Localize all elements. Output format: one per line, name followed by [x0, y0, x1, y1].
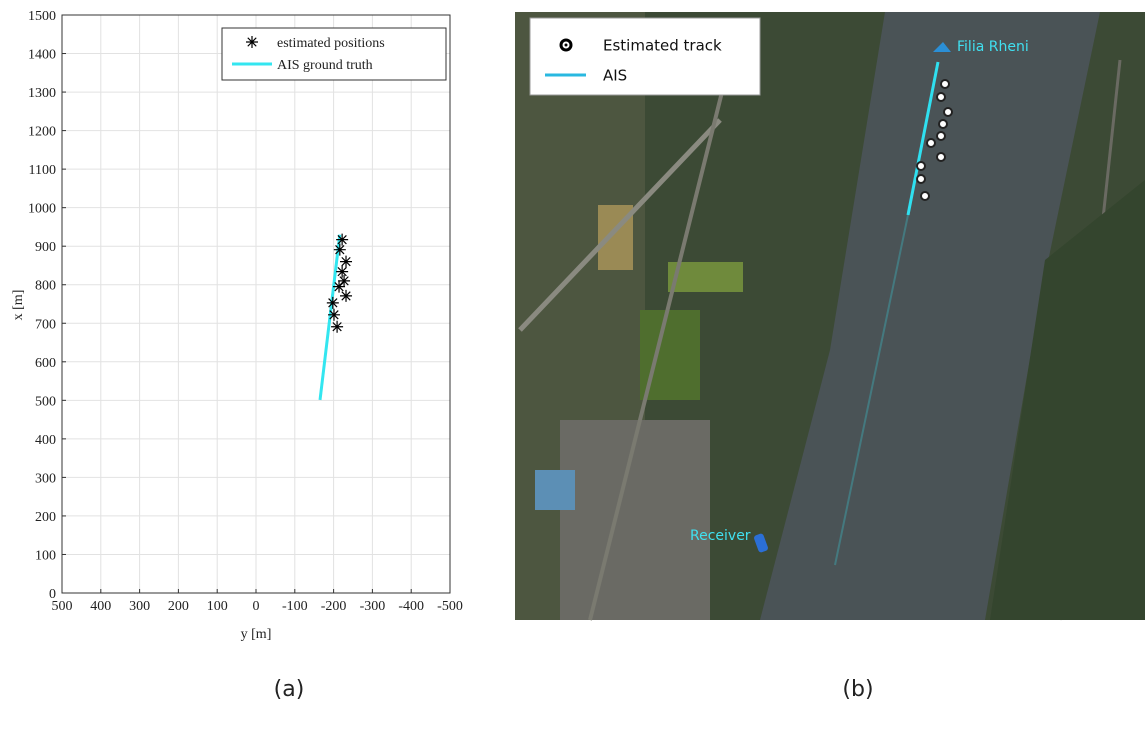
y-tick-label: 500: [35, 394, 56, 409]
x-tick-label: -300: [360, 599, 386, 614]
y-tick-label: 100: [35, 548, 56, 563]
map-bank: [990, 180, 1145, 620]
x-tick-label: 400: [90, 599, 111, 614]
line: [318, 234, 342, 401]
map-field: [668, 262, 743, 292]
caption: (b): [842, 677, 873, 702]
y-tick-label: 700: [35, 317, 56, 332]
map-river: [760, 12, 1100, 620]
legend-text: AIS ground truth: [277, 58, 373, 73]
map-label: Receiver: [690, 528, 751, 544]
scatter-point: [331, 320, 344, 333]
y-tick-label: 0: [49, 587, 56, 602]
y-tick-label: 1500: [28, 9, 56, 24]
scatter-point: [333, 280, 346, 293]
legend-marker: [559, 38, 573, 52]
map-city: [560, 420, 710, 620]
y-tick-label: 400: [35, 433, 56, 448]
scatter-point: [340, 255, 353, 268]
map-rail: [588, 59, 732, 621]
scatter-point: [336, 265, 349, 278]
map-building: [535, 470, 575, 510]
y-tick-label: 1400: [28, 48, 56, 63]
legend-text: AIS: [603, 67, 627, 85]
caption: (a): [274, 677, 305, 702]
y-axis-label: x [m]: [11, 290, 26, 321]
y-tick-label: 1100: [29, 163, 56, 178]
x-tick-label: 0: [253, 599, 260, 614]
y-tick-label: 1300: [28, 86, 56, 101]
x-tick-label: -400: [398, 599, 424, 614]
map-legend: [529, 17, 761, 96]
axes-frame: [61, 14, 451, 594]
ship-icon: [933, 42, 951, 52]
ais-track-faint: [834, 214, 909, 566]
receiver-icon: [754, 533, 768, 553]
x-tick-label: -500: [437, 599, 463, 614]
scatter-point: [338, 274, 351, 287]
scatter-point: [340, 289, 353, 302]
chart: 500 400 300 200 100 0 -100 -200 -300 -400 -5000100…: [11, 9, 463, 642]
legend-text: estimated positions: [277, 36, 385, 51]
legend-marker: [246, 36, 258, 48]
y-tick-label: 800: [35, 279, 56, 294]
x-axis-label: y [m]: [241, 627, 272, 642]
scatter-point: [333, 243, 346, 256]
y-tick-label: 600: [35, 356, 56, 371]
legend-text: Estimated track: [603, 37, 722, 55]
map-label: Filia Rheni: [957, 39, 1029, 55]
y-tick-label: 1200: [28, 125, 56, 140]
ais-track: [906, 61, 940, 216]
x-tick-label: 300: [129, 599, 150, 614]
y-tick-label: 200: [35, 510, 56, 525]
map-panel: Filia Rheni Receiver Estimated track AIS: [515, 12, 1145, 621]
map-road: [518, 118, 722, 332]
x-tick-label: 200: [168, 599, 189, 614]
legend: [221, 27, 447, 81]
scatter-point: [327, 308, 340, 321]
x-tick-label: -200: [321, 599, 347, 614]
scatter-point: [336, 233, 349, 246]
legend-marker: [564, 43, 568, 47]
x-tick-label: -100: [282, 599, 308, 614]
y-tick-label: 1000: [28, 202, 56, 217]
x-tick-label: 100: [207, 599, 228, 614]
y-tick-label: 900: [35, 240, 56, 255]
x-tick-label: 500: [52, 599, 73, 614]
scatter-point: [326, 296, 339, 309]
track-points: [916, 79, 953, 201]
y-tick-label: 300: [35, 471, 56, 486]
